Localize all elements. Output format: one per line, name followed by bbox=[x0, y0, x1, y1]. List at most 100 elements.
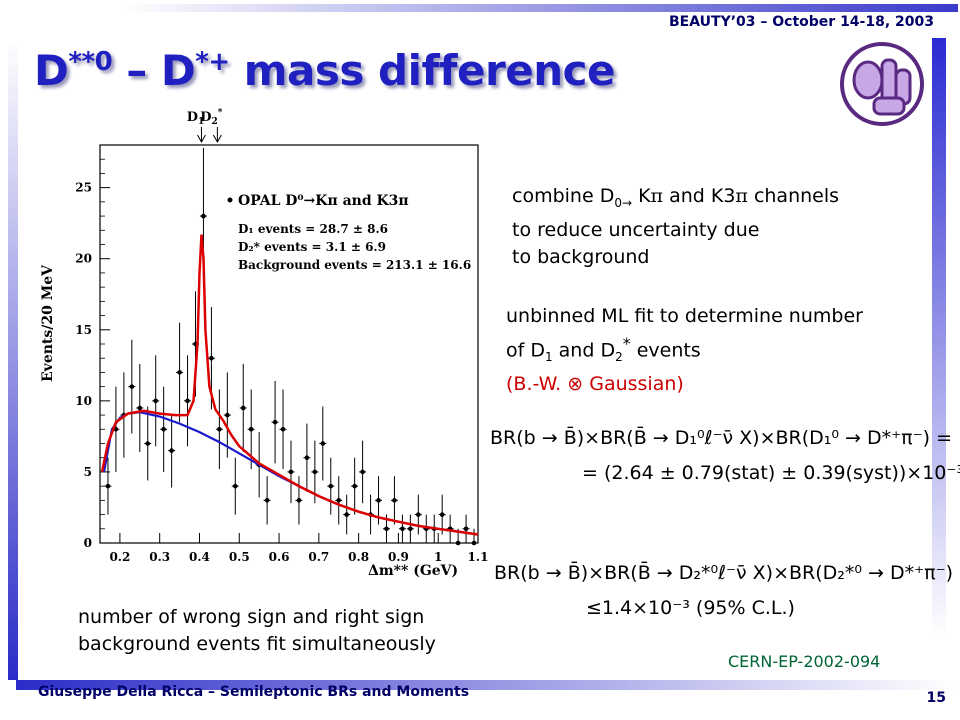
data-point bbox=[335, 476, 343, 525]
data-point bbox=[287, 440, 295, 504]
data-point bbox=[144, 406, 152, 481]
data-point bbox=[152, 355, 160, 447]
fit-note: unbinned ML fit to determine number of D… bbox=[506, 303, 863, 398]
combine-text-a: combine D bbox=[512, 185, 615, 207]
y-tick-label: 20 bbox=[75, 252, 92, 266]
br-d2-line1: BR(b → B̄)×BR(B̄ → D₂*⁰ℓ⁻ν̄ X)×BR(D₂*⁰ →… bbox=[494, 562, 954, 584]
combine-line3: to background bbox=[512, 245, 650, 268]
data-point bbox=[343, 494, 351, 535]
data-point bbox=[406, 514, 414, 543]
y-tick-label: 5 bbox=[84, 465, 92, 479]
fit-line1: unbinned ML fit to determine number bbox=[506, 305, 863, 327]
data-point bbox=[128, 339, 136, 434]
x-tick-label: 1.1 bbox=[468, 550, 488, 564]
y-axis-label: Events/20 MeV bbox=[40, 264, 56, 382]
conference-label: BEAUTY’03 – October 14-18, 2003 bbox=[669, 14, 934, 30]
combine-text-b: K bbox=[632, 185, 651, 207]
wrong-sign-note: number of wrong sign and right sign back… bbox=[78, 604, 436, 658]
combine-line2: to reduce uncertainty due bbox=[512, 218, 760, 241]
bottom-accent-bar bbox=[16, 680, 956, 690]
x-tick-label: 1 bbox=[434, 550, 442, 564]
data-point bbox=[351, 457, 359, 515]
data-point bbox=[359, 440, 367, 504]
opal-logo bbox=[840, 42, 924, 126]
legend-line2: D₁ events = 28.7 ± 8.6 bbox=[238, 222, 388, 236]
x-tick-label: 0.5 bbox=[229, 550, 250, 564]
legend-line4: Background events = 213.1 ± 16.6 bbox=[238, 258, 471, 272]
y-axis-ticks: 0 5 10 15 20 25 bbox=[75, 158, 110, 550]
data-point bbox=[279, 389, 287, 470]
y-tick-label: 10 bbox=[75, 394, 92, 408]
data-point bbox=[422, 514, 430, 543]
x-tick-label: 0.6 bbox=[269, 550, 290, 564]
data-point bbox=[319, 406, 327, 481]
marker-label: D2* bbox=[200, 108, 223, 127]
legend: OPAL D⁰→Kπ and K3π D₁ events = 28.7 ± 8.… bbox=[227, 193, 471, 272]
left-accent-bar bbox=[8, 40, 18, 680]
data-point bbox=[390, 476, 398, 525]
data-point bbox=[263, 476, 271, 525]
fit-sub1: 1 bbox=[544, 350, 553, 365]
wrong-line1: number of wrong sign and right sign bbox=[78, 606, 425, 628]
data-point bbox=[303, 423, 311, 492]
fit-sup: * bbox=[622, 334, 631, 353]
total-fit-curve bbox=[100, 234, 479, 536]
title-mid: – D bbox=[112, 46, 196, 95]
combine-text-c: and K3 bbox=[663, 185, 736, 207]
x-axis-label: Δm** (GeV) bbox=[368, 563, 458, 579]
legend-line1: OPAL D⁰→Kπ and K3π bbox=[238, 193, 409, 209]
br-d2-line2: ≤1.4×10⁻³ (95% C.L.) bbox=[586, 597, 795, 619]
wrong-line2: background events fit simultaneously bbox=[78, 633, 436, 655]
combine-note: combine D0→ Kπ and K3π channels to reduc… bbox=[512, 183, 839, 271]
data-point bbox=[398, 514, 406, 543]
fit-text-b: and D bbox=[552, 339, 616, 362]
data-point bbox=[104, 457, 112, 515]
title-suffix: mass difference bbox=[229, 46, 616, 95]
data-point bbox=[223, 372, 231, 458]
data-point bbox=[136, 363, 144, 453]
title-sup2: *+ bbox=[195, 47, 230, 77]
data-point bbox=[168, 413, 176, 488]
data-point bbox=[231, 457, 239, 515]
x-tick-label: 0.3 bbox=[149, 550, 170, 564]
data-point bbox=[184, 355, 192, 447]
reference-label: CERN-EP-2002-094 bbox=[728, 652, 881, 671]
br-d1-line2: = (2.64 ± 0.79(stat) ± 0.39(syst))×10⁻³ bbox=[582, 462, 960, 484]
y-tick-label: 15 bbox=[75, 323, 92, 337]
br-d1-formula: BR(b → B̄)×BR(B̄ → D₁⁰ℓ⁻ν̄ X)×BR(D₁⁰ → D… bbox=[490, 425, 960, 487]
fit-text-c: events bbox=[630, 339, 701, 362]
data-point bbox=[327, 457, 335, 515]
data-point bbox=[446, 514, 454, 543]
combine-text-d: channels bbox=[747, 185, 840, 207]
right-accent-bar bbox=[932, 38, 946, 638]
data-point bbox=[160, 386, 168, 472]
top-accent-bar bbox=[120, 4, 958, 12]
data-point bbox=[176, 322, 184, 423]
data-point bbox=[295, 476, 303, 525]
data-point bbox=[438, 494, 446, 535]
y-tick-label: 0 bbox=[84, 536, 92, 550]
page-number: 15 bbox=[926, 690, 946, 706]
combine-line1: combine D0→ Kπ and K3π channels bbox=[512, 183, 839, 217]
x-tick-label: 0.8 bbox=[348, 550, 369, 564]
br-d2-formula: BR(b → B̄)×BR(B̄ → D₂*⁰ℓ⁻ν̄ X)×BR(D₂*⁰ →… bbox=[494, 560, 953, 622]
slide-title: D**0 – D*+ mass difference bbox=[34, 46, 616, 95]
x-tick-label: 0.2 bbox=[109, 550, 130, 564]
data-point bbox=[462, 514, 470, 543]
br-d1-line1: BR(b → B̄)×BR(B̄ → D₁⁰ℓ⁻ν̄ X)×BR(D₁⁰ → D… bbox=[490, 427, 953, 449]
combine-pi2: π bbox=[735, 185, 748, 207]
legend-bullet bbox=[227, 197, 233, 203]
x-axis-ticks: 0.2 0.3 0.4 0.5 0.6 0.7 0.8 0.9 1 1.1 bbox=[109, 533, 488, 564]
x-tick-label: 0.7 bbox=[308, 550, 329, 564]
x-tick-label: 0.9 bbox=[388, 550, 409, 564]
fit-text-a: of D bbox=[506, 339, 545, 362]
combine-sub: 0→ bbox=[614, 195, 633, 210]
y-tick-label: 25 bbox=[75, 181, 92, 195]
fit-sub2: 2 bbox=[615, 350, 623, 365]
title-sup1: **0 bbox=[68, 47, 113, 77]
legend-line3: D₂* events = 3.1 ± 6.9 bbox=[238, 240, 386, 254]
fit-line2: of D1 and D2* events bbox=[506, 330, 863, 371]
data-point bbox=[414, 494, 422, 535]
